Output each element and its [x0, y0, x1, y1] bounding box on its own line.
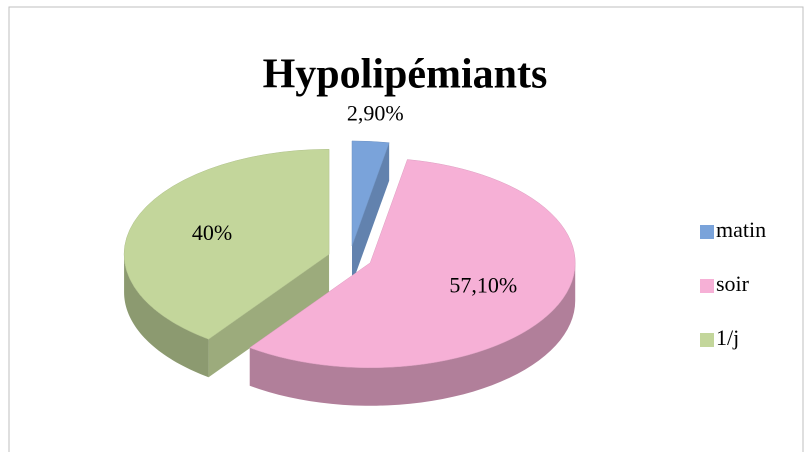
slice-top	[123, 149, 330, 340]
pie-slice	[249, 159, 576, 406]
pie-slice	[351, 140, 390, 284]
legend-label: soir	[716, 271, 750, 296]
chart-title: Hypolipémiants	[263, 52, 548, 98]
slice-cut-face	[208, 254, 330, 378]
legend-label: 1/j	[716, 325, 739, 350]
legend-swatch	[700, 333, 714, 347]
pie-slice	[123, 149, 330, 378]
slice-top	[351, 140, 390, 247]
slice-cut-face	[352, 142, 390, 284]
legend-swatch	[700, 279, 714, 293]
slice-top	[249, 159, 576, 369]
data-label: 57,10%	[449, 273, 517, 298]
slice-wall	[124, 254, 209, 378]
slice-wall	[249, 262, 576, 406]
data-label: 2,90%	[347, 100, 404, 125]
data-label: 40%	[192, 220, 232, 245]
legend-label: matin	[716, 217, 766, 242]
chart-frame	[8, 6, 804, 452]
legend-swatch	[700, 225, 714, 239]
